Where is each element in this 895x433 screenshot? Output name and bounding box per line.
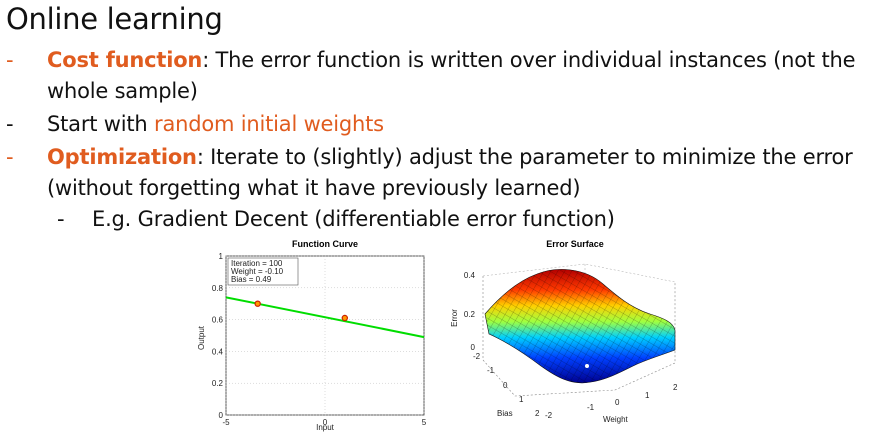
sub-bullet-dash: - bbox=[57, 207, 65, 231]
annotation-iteration: Iteration = 100 bbox=[231, 259, 283, 268]
bullet-3-text: : Iterate to (slightly) adjust the param… bbox=[196, 145, 853, 169]
bullet-1: Cost function: The error function is wri… bbox=[47, 46, 856, 75]
slide-title: Online learning bbox=[6, 2, 223, 36]
bias-tick: 2 bbox=[535, 409, 540, 418]
error-surface-chart: Error Surface 0.4 0.2 0 -2 -1 0 1 2 -2 -… bbox=[450, 239, 678, 424]
bullet-2-highlight: random initial weights bbox=[154, 112, 384, 136]
bullet-1-continuation: whole sample) bbox=[47, 79, 198, 103]
data-point bbox=[341, 314, 348, 322]
weight-tick: 2 bbox=[673, 383, 678, 392]
z-tick: 0 bbox=[471, 343, 476, 352]
z-tick: 0.4 bbox=[464, 271, 476, 280]
y-tick-label: 0.4 bbox=[212, 347, 224, 356]
data-point bbox=[254, 300, 261, 307]
bullet-2: Start with random initial weights bbox=[47, 110, 384, 139]
bias-tick: 1 bbox=[519, 395, 524, 404]
x-axis-label: Input bbox=[316, 423, 335, 432]
bullet-3: Optimization: Iterate to (slightly) adju… bbox=[47, 143, 853, 172]
weight-tick: -1 bbox=[587, 403, 595, 412]
y-ticks: 0 0.2 0.4 0.6 0.8 1 bbox=[212, 252, 224, 420]
error-label: Error bbox=[450, 309, 459, 327]
bullet-2-text: Start with bbox=[47, 112, 155, 136]
x-tick-label: -5 bbox=[222, 418, 230, 427]
y-tick-label: 0.8 bbox=[212, 284, 224, 293]
bullet-1-dash: - bbox=[6, 48, 14, 72]
weight-label: Weight bbox=[603, 415, 629, 424]
weight-tick: -2 bbox=[545, 411, 553, 420]
data-points bbox=[254, 300, 348, 322]
annotation-weight: Weight = -0.10 bbox=[231, 267, 284, 276]
axes-box bbox=[482, 276, 676, 397]
bullet-1-text: : The error function is written over ind… bbox=[202, 48, 856, 72]
bias-tick: 0 bbox=[503, 381, 508, 390]
annotation-box bbox=[227, 257, 299, 286]
sub-bullet: E.g. Gradient Decent (differentiable err… bbox=[92, 207, 615, 231]
bullet-2-dash: - bbox=[6, 112, 14, 136]
weight-tick: 0 bbox=[615, 398, 620, 407]
weight-tick: 1 bbox=[645, 391, 650, 400]
y-axis-label: Output bbox=[197, 325, 206, 350]
bias-label: Bias bbox=[497, 409, 513, 418]
bullet-3-continuation: (without forgetting what it have previou… bbox=[47, 176, 581, 200]
bias-tick: -1 bbox=[487, 366, 495, 375]
x-tick-label: 0 bbox=[323, 418, 328, 427]
y-tick-label: 0 bbox=[219, 411, 224, 420]
z-tick: 0.2 bbox=[464, 310, 476, 319]
bias-tick: -2 bbox=[473, 352, 481, 361]
current-point bbox=[585, 364, 589, 368]
y-tick-label: 0.2 bbox=[212, 379, 224, 388]
bullet-3-keyword: Optimization bbox=[47, 145, 197, 169]
annotation-bias: Bias = 0.49 bbox=[231, 275, 272, 284]
x-tick-label: 5 bbox=[422, 418, 427, 427]
function-curve-chart: Function Curve 00.20.40.60.81 -5 0 5 Itera… bbox=[197, 239, 427, 432]
x-ticks: -5 0 5 bbox=[222, 418, 426, 427]
surface-mesh bbox=[485, 269, 675, 383]
y-tick-label: 0.6 bbox=[212, 316, 224, 325]
bullet-3-dash: - bbox=[6, 145, 14, 169]
bullet-1-keyword: Cost function bbox=[47, 48, 203, 72]
function-curve-title: Function Curve bbox=[292, 239, 358, 249]
error-surface-title: Error Surface bbox=[546, 239, 604, 249]
grid bbox=[225, 255, 425, 416]
y-tick-label: 1 bbox=[219, 252, 224, 261]
